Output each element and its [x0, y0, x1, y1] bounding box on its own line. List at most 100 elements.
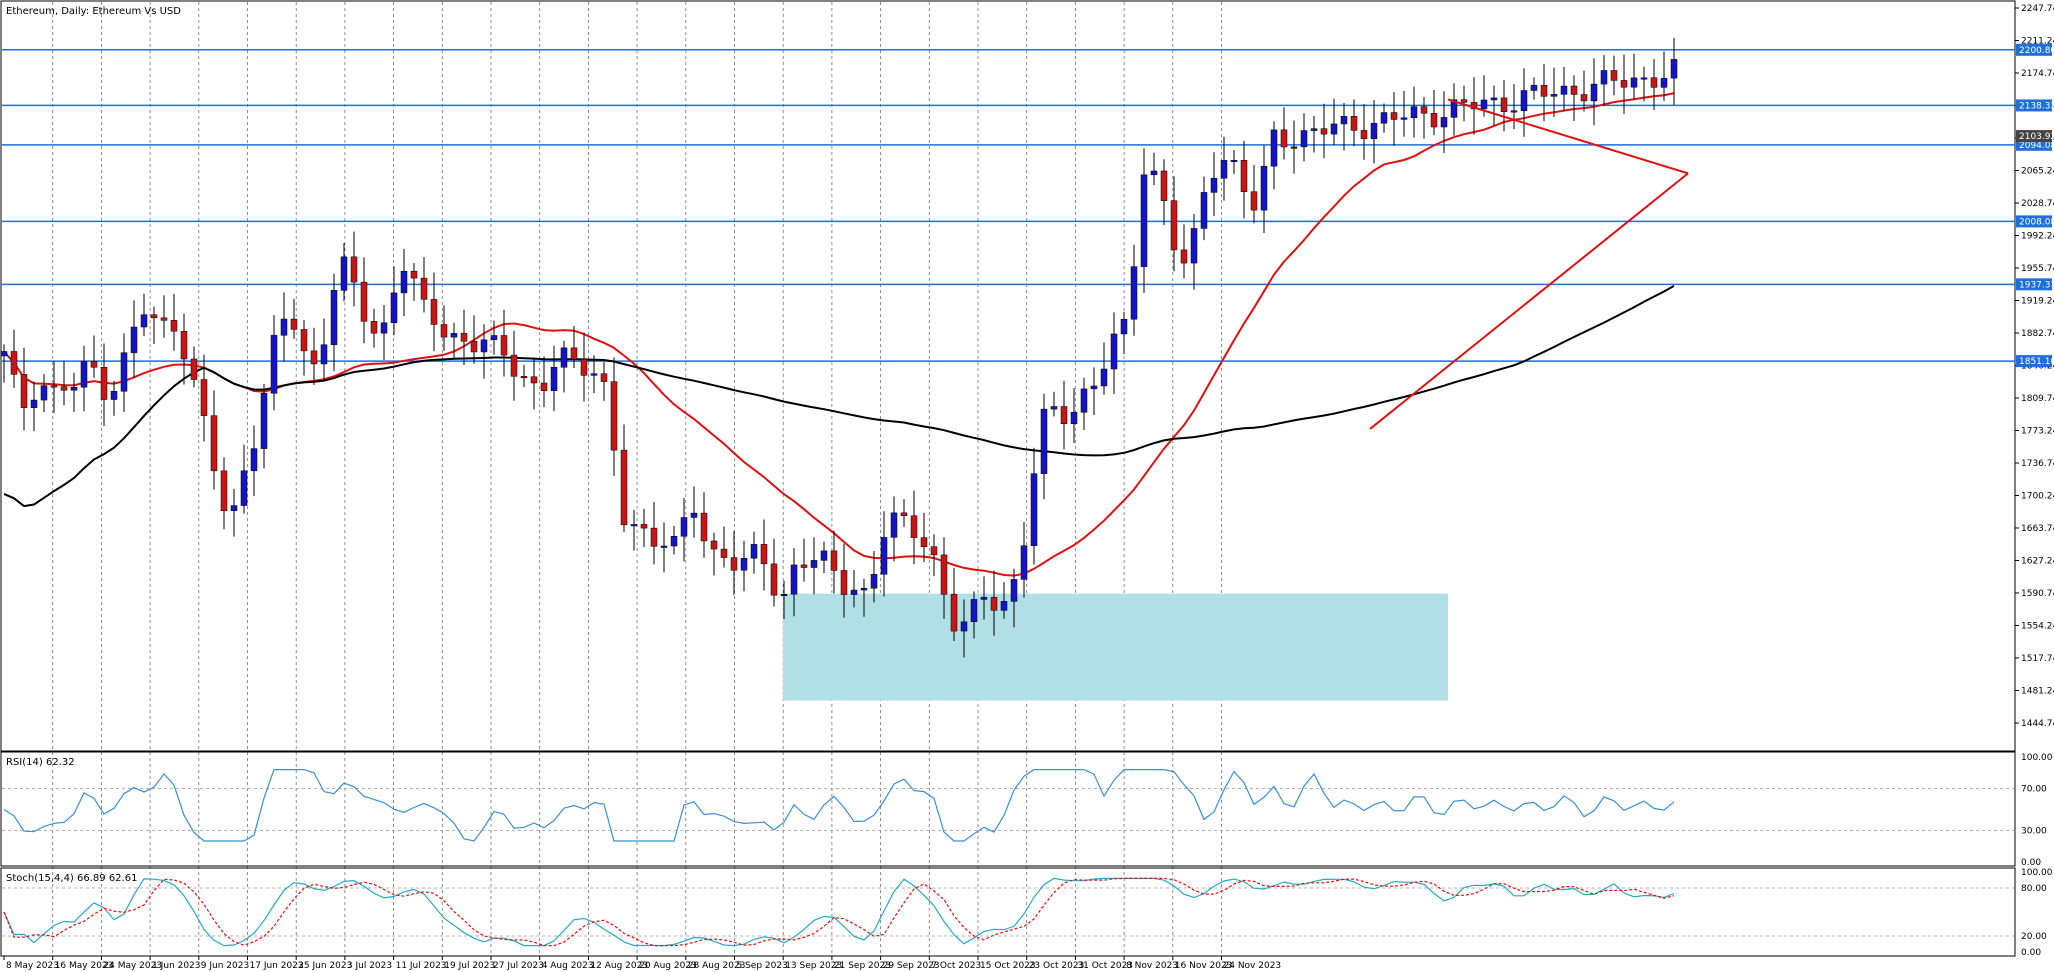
bear-candle [10, 351, 18, 375]
bull-candle [260, 393, 268, 449]
price-tick-label: 1554.24 [2021, 621, 2054, 631]
bear-candle [150, 314, 158, 319]
date-label: 7 Oct 2023 [931, 961, 981, 971]
support-zone [783, 593, 1448, 701]
bull-candle [1450, 99, 1458, 118]
bear-candle [160, 317, 168, 321]
rsi-panel-frame [0, 751, 2016, 867]
bear-candle [200, 379, 208, 416]
bull-candle [810, 560, 818, 568]
bear-candle [1160, 170, 1168, 201]
bear-candle [700, 512, 708, 542]
bear-candle [520, 376, 528, 379]
bull-candle [110, 391, 118, 400]
bull-candle [1670, 59, 1678, 79]
bear-candle [1250, 191, 1258, 211]
bear-candle [1170, 200, 1178, 251]
price-tick-label: 1444.74 [2021, 719, 2054, 729]
bear-candle [1430, 112, 1438, 128]
bear-candle [1180, 249, 1188, 264]
bear-candle [350, 256, 358, 283]
moving-averages [3, 92, 1675, 577]
rsi-line [3, 769, 1675, 842]
date-label: 25 Jun 2023 [298, 961, 352, 971]
bull-candle [1410, 106, 1418, 118]
bull-candle [1230, 160, 1238, 163]
ma-slow-line [3, 285, 1675, 508]
date-label: 8 Nov 2023 [1126, 961, 1178, 971]
level-label-bg [2016, 43, 2052, 56]
bull-candle [1100, 368, 1108, 387]
date-label: 24 Nov 2023 [1224, 961, 1282, 971]
bull-candle [780, 593, 788, 596]
date-label: 20 Aug 2023 [639, 961, 697, 971]
bull-candle [1090, 385, 1098, 390]
bull-candle [40, 385, 48, 401]
stoch-label: Stoch(15,4,4) 66.89 62.61 [6, 873, 137, 884]
bear-candle [310, 350, 318, 365]
bull-candle [850, 589, 858, 595]
bull-candle [340, 256, 348, 291]
bull-candle [960, 621, 968, 632]
bear-candle [1500, 97, 1508, 112]
bear-candle [1650, 77, 1658, 88]
bear-candle [1360, 130, 1368, 140]
bull-candle [690, 512, 698, 518]
bear-candle [830, 550, 838, 571]
bear-candle [410, 270, 418, 279]
chart-title: Ethereum, Daily: Ethereum Vs USD [6, 6, 181, 17]
bear-candle [1350, 116, 1358, 131]
bear-candle [1460, 99, 1468, 103]
level-labels: 2200.80 2138.32 2094.08 2008.08 1937.37 1851.… [2016, 43, 2054, 368]
price-tick-label: 1627.24 [2021, 556, 2054, 566]
bull-candle [820, 550, 828, 561]
candlesticks [0, 37, 1678, 658]
price-tick-label: 2028.74 [2021, 199, 2054, 209]
level-label: 1851.16 [2019, 357, 2054, 367]
rsi-tick-label: 0.00 [2021, 858, 2041, 868]
bear-candle [60, 386, 68, 391]
bear-candle [610, 381, 618, 451]
bull-candle [240, 470, 248, 506]
date-label: 1 Jun 2023 [152, 961, 200, 971]
bull-candle [1190, 228, 1198, 264]
bull-candle [1130, 266, 1138, 320]
date-label: 27 Jul 2023 [493, 961, 544, 971]
current-price-label: 2103.92 [2019, 132, 2054, 142]
bull-candle [450, 333, 458, 338]
bear-candle [950, 594, 958, 632]
bear-candle [540, 382, 548, 391]
bear-candle [360, 281, 368, 322]
bull-candle [670, 536, 678, 547]
rsi-tick-label: 70.00 [2021, 785, 2047, 795]
date-label: 13 Sep 2023 [785, 961, 842, 971]
date-label: 12 Aug 2023 [590, 961, 648, 971]
date-label: 31 Oct 2023 [1077, 961, 1133, 971]
bull-candle [230, 505, 238, 511]
bull-candle [1110, 333, 1118, 370]
price-tick-label: 1700.24 [2021, 491, 2054, 501]
bull-candle [1050, 406, 1058, 410]
bear-candle [510, 354, 518, 377]
bear-candle [1060, 406, 1068, 425]
bull-candle [1310, 128, 1318, 131]
bull-candle [70, 386, 78, 391]
current-price-label-bg [2016, 130, 2052, 143]
bear-candle [1580, 94, 1588, 102]
bull-candle [1400, 117, 1408, 120]
bear-candle [190, 358, 198, 380]
bull-candle [1010, 579, 1018, 602]
date-label: 8 May 2023 [6, 961, 59, 971]
bull-candle [1020, 545, 1028, 580]
price-tick-label: 2065.24 [2021, 167, 2054, 177]
bear-candle [1280, 129, 1288, 148]
bear-candle [580, 358, 588, 376]
bear-candle [600, 373, 608, 382]
stoch-tick-label: 100.00 [2021, 868, 2053, 878]
bull-candle [740, 558, 748, 571]
date-label: 21 Sep 2023 [834, 961, 891, 971]
level-label: 2200.80 [2019, 46, 2054, 56]
price-tick-label: 1517.74 [2021, 654, 2054, 664]
price-tick-label: 2247.74 [2021, 4, 2054, 14]
